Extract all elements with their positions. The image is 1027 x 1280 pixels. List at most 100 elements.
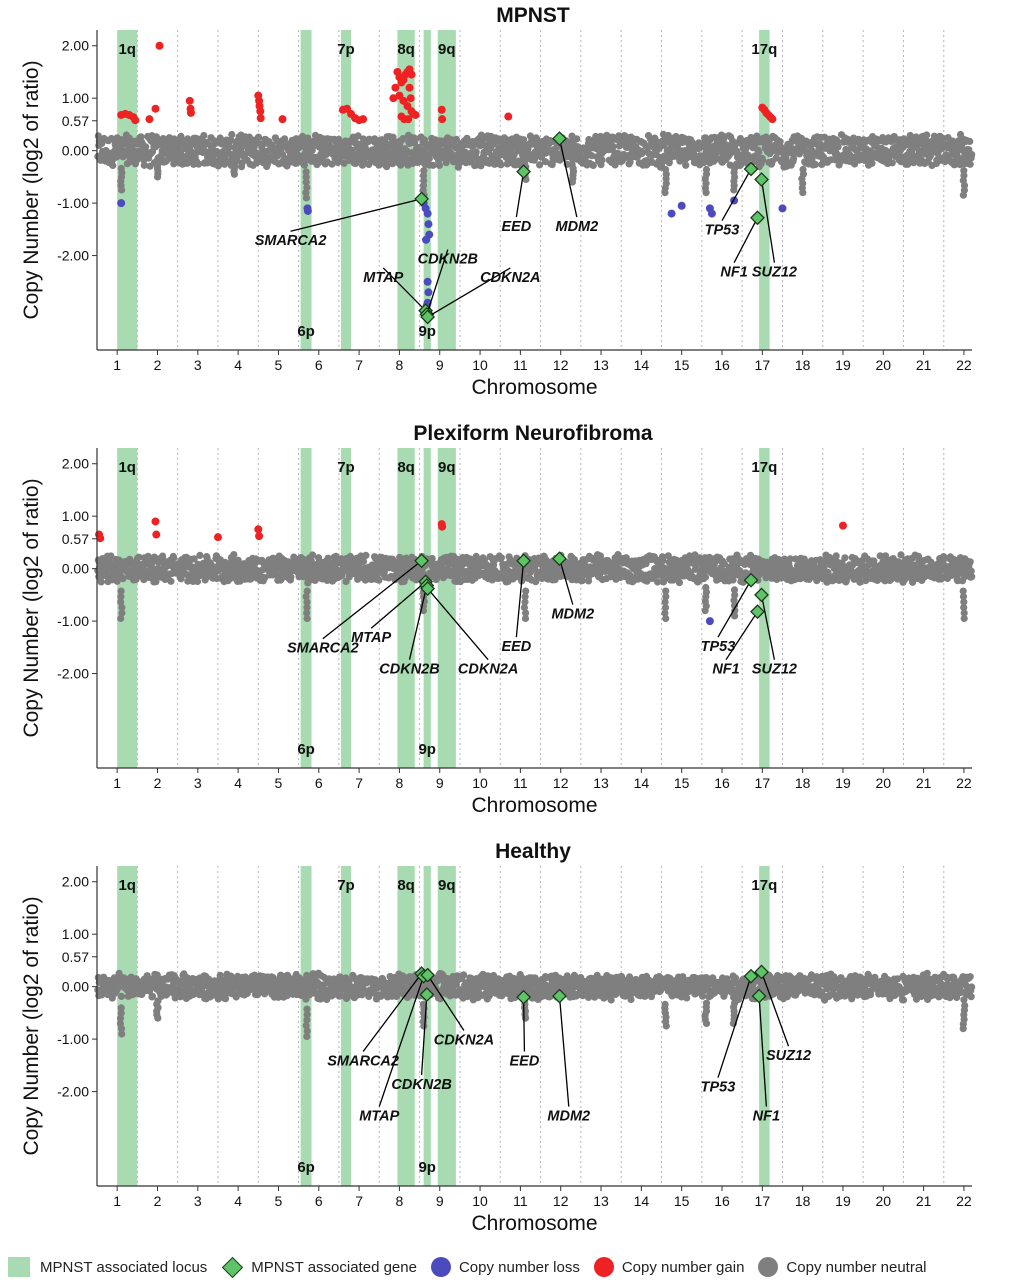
y-tick-label: 0.00	[62, 561, 89, 577]
neutral-point	[196, 551, 204, 560]
gain-point	[152, 530, 161, 539]
y-axis-label: Copy Number (log2 of ratio)	[20, 478, 43, 737]
neutral-point	[137, 133, 145, 141]
neutral-point	[609, 142, 617, 151]
region-band-9q	[437, 866, 456, 1186]
x-tick-label: 19	[835, 357, 851, 373]
y-tick-label: -2.00	[57, 666, 89, 682]
neutral-point	[117, 614, 125, 623]
loss-point	[303, 206, 312, 215]
neutral-point	[230, 170, 238, 178]
neutral-point	[868, 159, 876, 167]
x-tick-label: 21	[916, 775, 932, 791]
neutral-point	[497, 161, 505, 169]
gene-leader-CDKN2B	[426, 249, 449, 315]
neutral-point	[230, 551, 238, 559]
gene-label-CDKN2A: CDKN2A	[480, 270, 540, 286]
gain-point	[438, 522, 447, 531]
neutral-point	[107, 552, 115, 560]
gene-marker-CDKN2A	[420, 309, 436, 325]
x-tick-label: 17	[755, 775, 771, 791]
loss-point	[424, 288, 433, 297]
x-tick-label: 12	[553, 775, 569, 791]
neutral-point	[923, 131, 931, 139]
neutral-point	[234, 556, 242, 564]
gene-marker-NF1	[750, 210, 765, 226]
gene-label-SMARCA2: SMARCA2	[287, 641, 359, 657]
x-tick-label: 4	[234, 357, 242, 373]
neutral-point	[302, 194, 310, 202]
neutral-point	[193, 577, 202, 586]
neutral-point	[172, 136, 180, 144]
neutral-point	[238, 159, 246, 167]
neutral-points	[94, 130, 976, 202]
x-tick-label: 1	[113, 357, 121, 373]
neutral-point	[167, 577, 175, 585]
neutral-point	[362, 551, 370, 560]
x-tick-label: 12	[553, 357, 569, 373]
gene-leader-NF1	[733, 217, 759, 263]
gain-point	[256, 114, 265, 123]
x-tick-label: 20	[876, 357, 892, 373]
gain-point	[838, 521, 847, 530]
neutral-point	[532, 153, 540, 161]
gain-point	[151, 104, 160, 113]
x-tick-label: 7	[355, 357, 363, 373]
gene-label-MDM2: MDM2	[555, 219, 598, 235]
x-tick-label: 9	[436, 775, 444, 791]
region-band-7p	[340, 448, 352, 768]
chart-title: Healthy	[495, 840, 571, 863]
neutral-point	[833, 137, 841, 145]
gene-marker-SUZ12	[754, 172, 769, 187]
neutral-point	[215, 161, 223, 169]
neutral-point	[228, 130, 236, 139]
gain-point	[768, 115, 777, 124]
region-label-7p: 7p	[337, 41, 355, 58]
gene-leader-SUZ12	[760, 179, 776, 263]
gene-label-NF1: NF1	[712, 662, 739, 678]
loss-point	[707, 209, 716, 218]
gene-label-CDKN2B: CDKN2B	[379, 662, 439, 678]
x-tick-label: 6	[315, 775, 323, 791]
gene-marker-TP53	[743, 161, 759, 177]
neutral-point	[497, 554, 505, 562]
neutral-point	[960, 614, 968, 623]
region-label-8q: 8q	[397, 459, 415, 476]
neutral-point	[190, 555, 198, 563]
x-tick-label: 16	[714, 775, 730, 791]
neutral-point	[354, 132, 362, 140]
loss-point	[422, 235, 431, 244]
x-tick-label: 4	[234, 775, 242, 791]
neutral-point	[452, 135, 460, 143]
neutral-point	[302, 173, 310, 181]
neutral-point	[283, 162, 291, 170]
x-tick-label: 3	[194, 775, 202, 791]
x-tick-label: 10	[472, 357, 488, 373]
neutral-point	[682, 161, 690, 169]
gene-label-SMARCA2: SMARCA2	[255, 233, 327, 249]
neutral-point	[736, 135, 745, 143]
x-tick-label: 19	[835, 775, 851, 791]
x-tick-label: 22	[956, 357, 972, 373]
gene-leader-CDKN2A	[427, 267, 511, 318]
x-tick-label: 11	[513, 775, 528, 791]
neutral-point	[568, 178, 577, 186]
gene-label-MTAP: MTAP	[363, 270, 403, 286]
gene-leader-MTAP	[382, 267, 427, 312]
gene-leader-MDM2	[558, 138, 578, 218]
loss-point	[778, 204, 787, 213]
region-label-9q: 9q	[438, 459, 456, 476]
neutral-point	[966, 137, 974, 145]
neutral-point	[142, 143, 150, 151]
neutral-points	[94, 551, 976, 623]
gene-marker-MDM2	[552, 131, 567, 147]
gain-point	[359, 115, 368, 124]
neutral-point	[281, 135, 289, 143]
neutral-point	[472, 148, 480, 156]
gain-point	[151, 517, 160, 526]
loss-point	[117, 199, 126, 208]
neutral-point	[598, 156, 606, 164]
x-tick-label: 18	[795, 357, 811, 373]
region-label-17q: 17q	[751, 459, 777, 476]
